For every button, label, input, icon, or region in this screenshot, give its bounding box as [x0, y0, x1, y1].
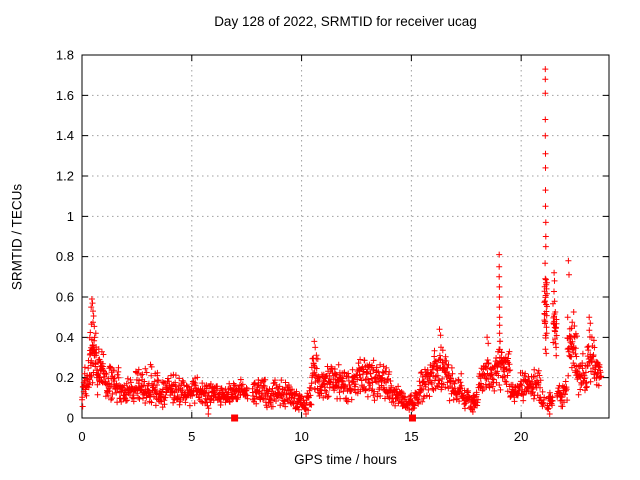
zero-marker-square: [231, 414, 239, 422]
x-tick-label: 15: [404, 429, 418, 444]
data-points: [79, 66, 605, 417]
y-tick-label: 1.6: [56, 88, 74, 103]
chart-title: Day 128 of 2022, SRMTID for receiver uca…: [214, 14, 477, 29]
y-tick-label: 0.2: [56, 370, 74, 385]
y-tick-label: 1.2: [56, 169, 74, 184]
y-tick-label: 1.4: [56, 128, 74, 143]
x-tick-label: 0: [78, 429, 85, 444]
x-tick-label: 5: [188, 429, 195, 444]
zero-marker-square: [408, 414, 416, 422]
x-axis-label: GPS time / hours: [294, 452, 397, 467]
y-tick-label: 0.4: [56, 330, 74, 345]
y-tick-label: 1: [67, 209, 74, 224]
x-tick-label: 10: [294, 429, 308, 444]
y-tick-label: 1.8: [56, 48, 74, 63]
y-tick-label: 0.8: [56, 249, 74, 264]
y-tick-label: 0.6: [56, 290, 74, 305]
x-tick-label: 20: [514, 429, 528, 444]
y-tick-label: 0: [67, 411, 74, 426]
plot-border: [81, 54, 610, 419]
axis-ticks: [81, 54, 609, 419]
